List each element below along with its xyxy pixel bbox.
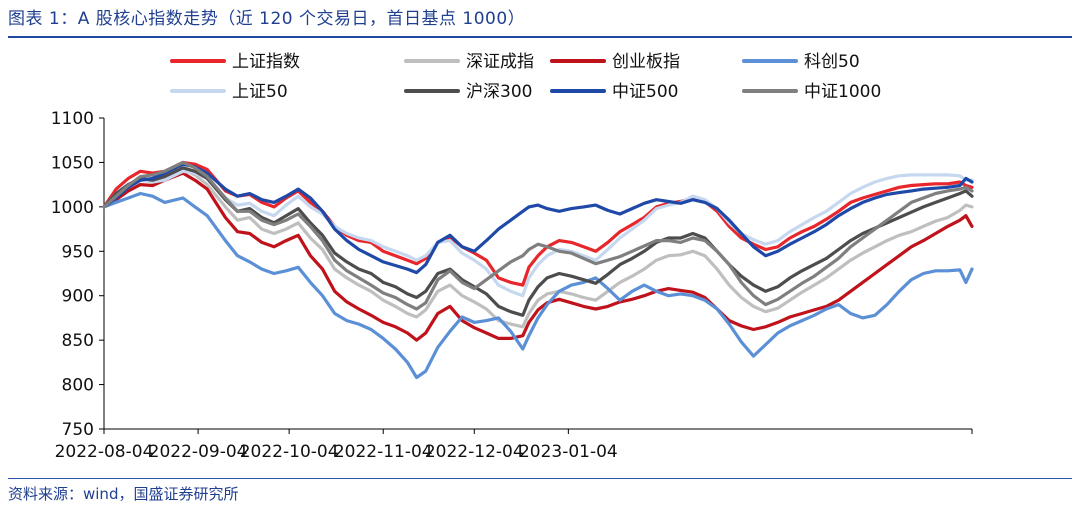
series-line-创业板指 — [102, 171, 974, 342]
chart-legend: 上证指数 深证成指 创业板指 科创50 上证50 沪深300 中证500 中证1000 — [170, 52, 881, 102]
legend-label: 中证1000 — [804, 82, 881, 102]
line-chart: 7508008509009501000105011002022-08-04202… — [51, 52, 974, 462]
series-line-中证500 — [102, 162, 974, 275]
y-tick-label: 1000 — [51, 198, 94, 218]
x-tick-label: 2023-01-04 — [519, 442, 618, 462]
series-line-沪深300 — [102, 166, 974, 317]
x-tick-label: 2022-11-04 — [334, 442, 433, 462]
source-rule — [8, 478, 1072, 479]
legend-label: 中证500 — [612, 82, 678, 102]
legend-label: 沪深300 — [466, 82, 532, 102]
y-tick-label: 900 — [62, 287, 94, 307]
chart-lines — [102, 160, 974, 380]
x-tick-label: 2022-08-04 — [55, 442, 154, 462]
legend-label: 创业板指 — [612, 52, 680, 72]
title-rule — [8, 36, 1072, 38]
legend-label: 科创50 — [804, 52, 860, 72]
y-tick-label: 950 — [62, 242, 94, 262]
x-tick-label: 2022-12-04 — [425, 442, 524, 462]
legend-label: 深证成指 — [466, 52, 534, 72]
chart-axes: 7508008509009501000105011002022-08-04202… — [51, 109, 973, 462]
series-line-上证50 — [102, 169, 974, 298]
x-tick-label: 2022-10-04 — [240, 442, 339, 462]
series-line-深证成指 — [102, 167, 974, 329]
y-tick-label: 850 — [62, 331, 94, 351]
y-tick-label: 1100 — [51, 109, 94, 129]
series-line-科创50 — [102, 191, 974, 380]
y-tick-label: 750 — [62, 420, 94, 440]
legend-label: 上证50 — [232, 82, 288, 102]
figure-title: 图表 1：A 股核心指数走势（近 120 个交易日，首日基点 1000） — [8, 9, 526, 29]
x-tick-label: 2022-09-04 — [149, 442, 248, 462]
source-note: 资料来源：wind，国盛证券研究所 — [8, 485, 239, 503]
series-line-上证指数 — [102, 160, 974, 287]
series-line-中证1000 — [102, 160, 974, 311]
y-tick-label: 1050 — [51, 153, 94, 173]
legend-label: 上证指数 — [232, 52, 300, 72]
y-tick-label: 800 — [62, 376, 94, 396]
